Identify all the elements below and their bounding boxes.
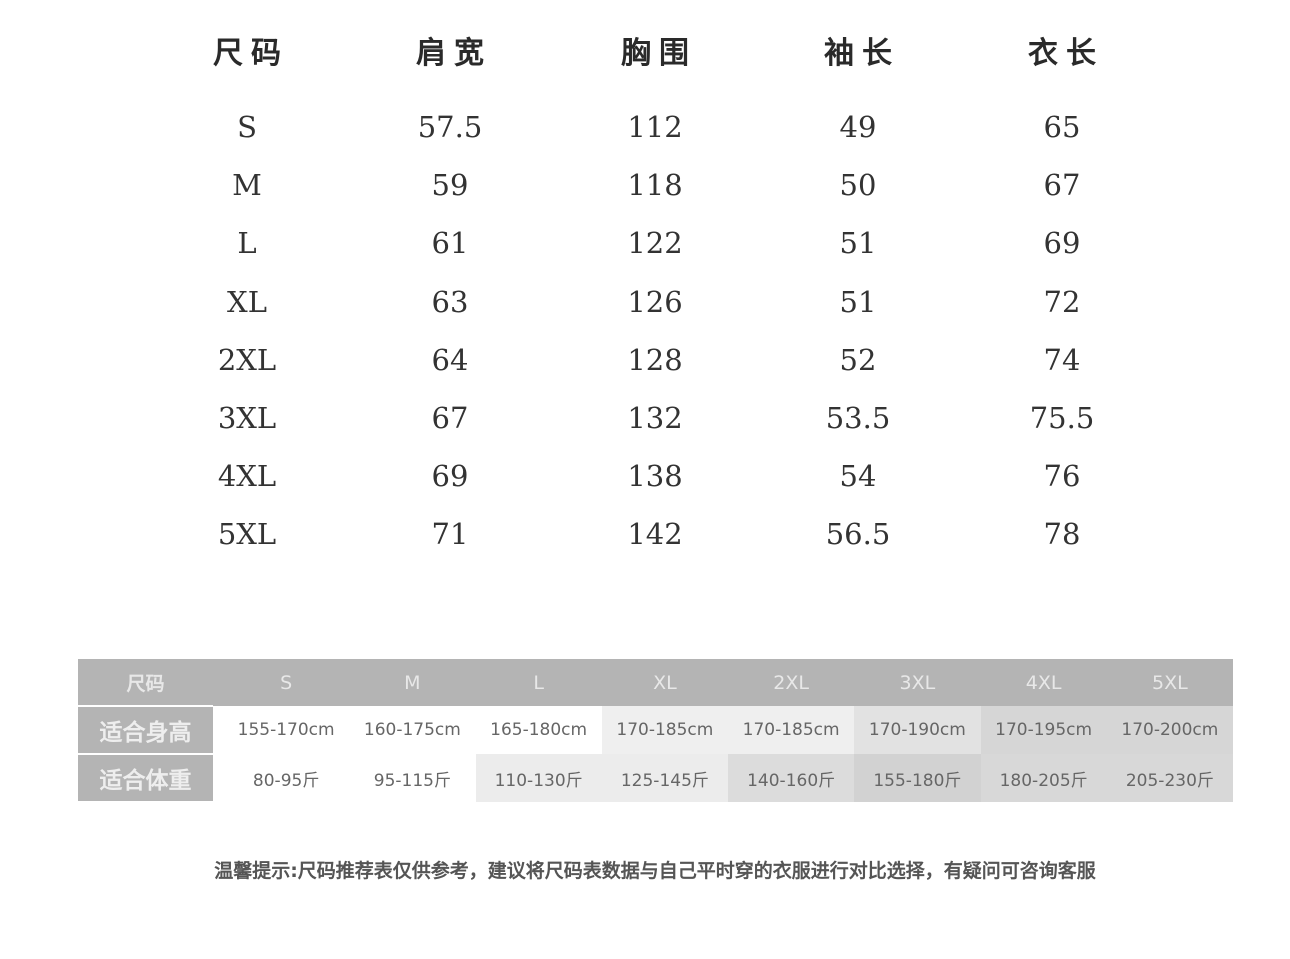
height-cell: 170-185cm xyxy=(728,706,855,754)
measurement-cell: 51 xyxy=(839,226,877,261)
size-header-cell: M xyxy=(349,659,476,706)
size-header-cell: XL xyxy=(601,659,728,706)
size-header-cell: 4XL xyxy=(980,659,1107,706)
measurement-cell: 51 xyxy=(839,284,877,319)
measurement-cell: 56.5 xyxy=(825,517,891,552)
measurement-cell: 138 xyxy=(627,459,683,494)
measurement-cell: 49 xyxy=(839,110,877,144)
height-cell: 170-185cm xyxy=(601,706,728,754)
weight-cell: 180-205斤 xyxy=(980,754,1107,802)
measurement-cell: 52 xyxy=(839,342,877,377)
size-cell: 3XL xyxy=(217,401,277,435)
size-cell: 2XL xyxy=(217,342,277,377)
height-cell: 160-175cm xyxy=(349,706,476,754)
measurement-cell: 76 xyxy=(1043,459,1081,494)
weight-cell: 95-115斤 xyxy=(349,754,476,802)
measurement-cell: 57.5 xyxy=(417,110,483,144)
measurement-cell: 59 xyxy=(431,168,469,203)
height-cell: 170-195cm xyxy=(980,706,1107,754)
height-cell: 155-170cm xyxy=(223,706,350,754)
measurement-cell: 53.5 xyxy=(825,401,891,435)
size-header-cell: 2XL xyxy=(728,659,855,706)
size-recommendation-table: 尺码 S M L XL 2XL 3XL 4XL 5XL 适合身高 155-170cm 160-1… xyxy=(78,659,1233,803)
measurement-cell: 122 xyxy=(627,226,683,261)
height-cell: 165-180cm xyxy=(475,706,602,754)
measurement-cell: 65 xyxy=(1043,110,1081,144)
size-header-cell: 3XL xyxy=(854,659,981,706)
measurement-cell: 72 xyxy=(1043,284,1081,319)
weight-label: 适合体重 xyxy=(78,754,213,803)
size-tip-note: 温馨提示:尺码推荐表仅供参考，建议将尺码表数据与自己平时穿的衣服进行对比选择，有… xyxy=(214,860,1096,882)
size-cell: XL xyxy=(227,284,267,319)
measurement-cell: 132 xyxy=(627,401,683,435)
weight-row: 适合体重 80-95斤 95-115斤 110-130斤 125-145斤 140-16… xyxy=(78,754,1233,803)
measurement-cell: 50 xyxy=(839,168,877,203)
size-header-cell: 5XL xyxy=(1106,659,1233,706)
weight-cell: 140-160斤 xyxy=(728,754,855,802)
column-header: 尺码 xyxy=(213,36,289,71)
size-header-cell: S xyxy=(223,659,350,706)
size-cell: M xyxy=(232,168,262,203)
weight-cell: 155-180斤 xyxy=(854,754,981,802)
measurement-cell: 54 xyxy=(839,459,877,494)
size-cell: L xyxy=(237,226,257,261)
measurement-cell: 78 xyxy=(1043,517,1081,552)
weight-cell: 205-230斤 xyxy=(1106,754,1233,802)
measurement-cell: 67 xyxy=(431,401,469,435)
measurement-cell: 126 xyxy=(627,284,683,319)
height-cell: 170-200cm xyxy=(1106,706,1233,754)
measurement-cell: 118 xyxy=(627,168,683,203)
measurement-cell: 74 xyxy=(1043,342,1081,377)
weight-cell: 125-145斤 xyxy=(601,754,728,802)
measurement-cell: 142 xyxy=(627,517,683,552)
height-cell: 170-190cm xyxy=(854,706,981,754)
weight-cell: 110-130斤 xyxy=(475,754,602,802)
column-header: 衣长 xyxy=(1028,36,1104,71)
height-label: 适合身高 xyxy=(78,706,213,755)
size-label: 尺码 xyxy=(78,659,213,707)
measurement-cell: 69 xyxy=(431,459,469,494)
measurement-cell: 128 xyxy=(627,342,683,377)
size-header-row: 尺码 S M L XL 2XL 3XL 4XL 5XL xyxy=(78,659,1233,707)
weight-cell: 80-95斤 xyxy=(223,754,350,802)
column-header: 胸围 xyxy=(621,36,697,71)
measurement-cell: 75.5 xyxy=(1029,401,1095,435)
column-header: 肩宽 xyxy=(416,36,492,71)
size-cell: 5XL xyxy=(217,517,277,552)
measurement-cell: 61 xyxy=(431,226,469,261)
measurement-cell: 71 xyxy=(431,517,469,552)
measurement-cell: 64 xyxy=(431,342,469,377)
measurement-cell: 67 xyxy=(1043,168,1081,203)
height-row: 适合身高 155-170cm 160-175cm 165-180cm 170-185c… xyxy=(78,706,1233,755)
size-header-cell: L xyxy=(475,659,602,706)
measurement-cell: 63 xyxy=(431,284,469,319)
size-cell: S xyxy=(237,110,257,144)
measurement-cell: 112 xyxy=(627,110,683,144)
size-measurement-table: 尺码 肩宽 胸围 袖长 衣长 S 57.5 112 49 65 M 59 118 50 67 L 61 122 51… xyxy=(213,36,1104,552)
size-cell: 4XL xyxy=(217,459,277,494)
column-header: 袖长 xyxy=(824,36,900,71)
measurement-cell: 69 xyxy=(1043,226,1081,261)
